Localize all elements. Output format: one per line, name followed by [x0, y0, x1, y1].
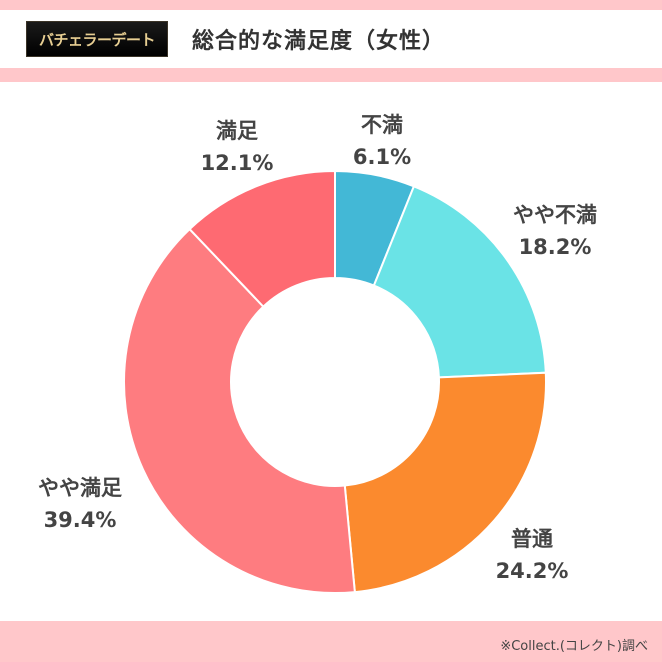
header: バチェラーデート 総合的な満足度（女性）	[0, 10, 662, 68]
footer-band: ※Collect.(コレクト)調べ	[0, 621, 662, 662]
donut-slices	[123, 169, 547, 594]
slice-value-label: 18.2%	[519, 235, 592, 259]
top-band	[0, 0, 662, 10]
slice-3	[343, 371, 547, 594]
slice-value-label: 39.4%	[44, 508, 117, 532]
slice-category-label: やや満足	[38, 476, 122, 500]
slice-labels: 不満 6.1% やや不満 18.2% 普通 24.2% やや満足 39.4% 満足 12.1%	[38, 113, 597, 583]
slice-value-label: 6.1%	[353, 145, 411, 169]
slice-value-label: 12.1%	[201, 151, 274, 175]
slice-category-label: 普通	[511, 527, 553, 551]
page-title: 総合的な満足度（女性）	[192, 29, 446, 54]
slice-category-label: やや不満	[513, 203, 597, 227]
slice-2	[372, 185, 547, 379]
slice-5	[188, 169, 336, 309]
brand-logo: バチェラーデート	[26, 21, 168, 57]
slice-4	[123, 227, 356, 594]
slice-category-label: 満足	[216, 119, 258, 143]
header-divider-band	[0, 68, 662, 82]
source-credit: ※Collect.(コレクト)調べ	[500, 639, 648, 654]
slice-value-label: 24.2%	[496, 559, 569, 583]
slice-category-label: 不満	[361, 113, 403, 137]
